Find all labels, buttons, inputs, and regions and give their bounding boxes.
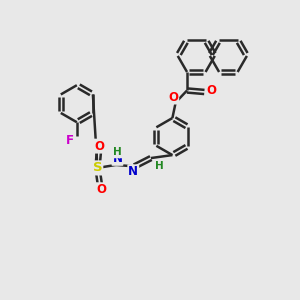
Text: O: O: [96, 183, 106, 196]
Text: O: O: [206, 84, 216, 97]
Text: S: S: [93, 161, 102, 174]
Text: N: N: [112, 152, 122, 165]
Text: N: N: [128, 165, 138, 178]
Text: H: H: [113, 147, 122, 158]
Text: O: O: [168, 91, 178, 103]
Text: F: F: [66, 134, 74, 147]
Text: H: H: [155, 161, 164, 171]
Text: O: O: [94, 140, 104, 153]
